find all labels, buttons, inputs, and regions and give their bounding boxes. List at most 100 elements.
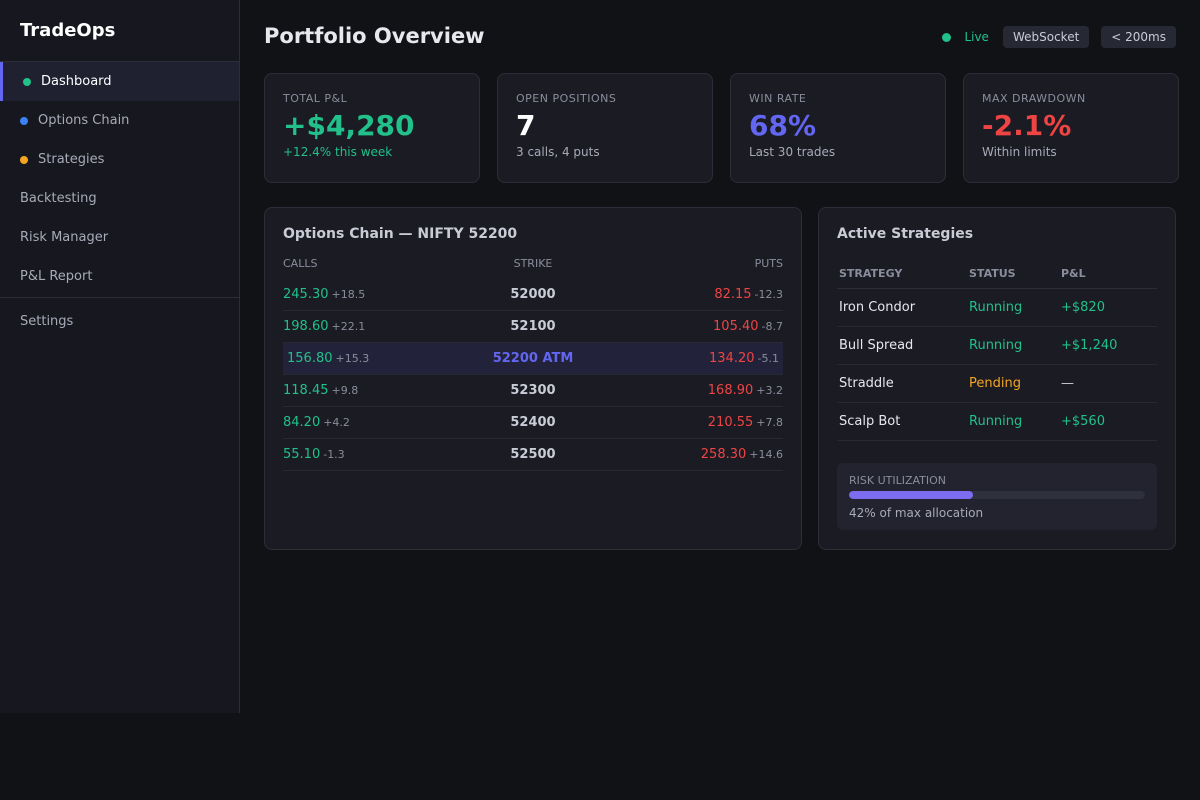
sidebar-item-dashboard[interactable]: Dashboard — [0, 62, 239, 101]
sidebar-item-pnl-report[interactable]: P&L Report — [0, 257, 239, 296]
put-change: +14.6 — [749, 448, 783, 461]
table-row[interactable]: Bull Spread Running +$1,240 — [837, 326, 1157, 365]
table-row[interactable]: Scalp Bot Running +$560 — [837, 402, 1157, 441]
strategy-name: Scalp Bot — [837, 402, 967, 441]
table-row[interactable]: 156.80 +15.3 52200 ATM 134.20 -5.1 — [283, 343, 783, 375]
connection-badge: WebSocket — [1002, 26, 1090, 48]
put-price: 105.40 — [713, 319, 759, 334]
stat-label: MAX DRAWDOWN — [982, 92, 1086, 105]
live-indicator: Live — [942, 30, 989, 44]
strategy-status: Running — [967, 288, 1059, 327]
sidebar-item-options-chain[interactable]: Options Chain — [0, 101, 239, 140]
put-change: -8.7 — [761, 320, 783, 333]
sidebar-item-label: Settings — [20, 314, 74, 329]
call-change: +15.3 — [335, 352, 370, 365]
put-price-cell: 134.20 -5.1 — [617, 351, 779, 366]
strike-price: 52400 — [510, 415, 556, 430]
panel-title: Active Strategies — [837, 226, 974, 242]
table-row[interactable]: 55.10 -1.3 52500 258.30 +14.6 — [283, 439, 783, 471]
call-price-cell: 84.20 +4.2 — [283, 415, 448, 430]
call-change: +22.1 — [331, 320, 366, 333]
call-price-cell: 198.60 +22.1 — [283, 319, 448, 334]
sidebar-divider — [0, 297, 239, 298]
strike-price: 52000 — [510, 287, 556, 302]
put-change: -5.1 — [757, 352, 779, 365]
stat-card-max-drawdown: MAX DRAWDOWN -2.1% Within limits — [963, 73, 1179, 183]
put-change: +3.2 — [756, 384, 783, 397]
stat-subtext: +12.4% this week — [283, 145, 393, 159]
sidebar-item-label: Backtesting — [20, 191, 97, 206]
strategies-rows: Iron Condor Running +$820 Bull Spread Runnin… — [837, 288, 1157, 441]
call-price-cell: 55.10 -1.3 — [283, 447, 448, 462]
table-row[interactable]: Iron Condor Running +$820 — [837, 288, 1157, 327]
stat-label: WIN RATE — [749, 92, 807, 105]
put-change: +7.8 — [756, 416, 783, 429]
risk-progress-fill — [849, 491, 974, 499]
table-header-row: STRATEGY STATUS P&L — [837, 257, 1157, 289]
live-dot-icon — [942, 32, 952, 42]
column-header-pnl: P&L — [1059, 257, 1157, 289]
strategy-name: Bull Spread — [837, 326, 967, 365]
call-price: 84.20 — [283, 415, 321, 430]
stat-label: OPEN POSITIONS — [516, 92, 617, 105]
stat-value: +$4,280 — [283, 109, 415, 142]
column-header-puts: PUTS — [754, 257, 783, 270]
put-price-cell: 105.40 -8.7 — [618, 319, 783, 334]
stat-value: 68% — [749, 109, 817, 142]
sidebar-item-backtesting[interactable]: Backtesting — [0, 179, 239, 218]
put-price-cell: 82.15 -12.3 — [618, 287, 783, 302]
sidebar-item-label: Risk Manager — [20, 230, 109, 245]
latency-badge: < 200ms — [1101, 26, 1176, 48]
stat-card-total-pnl: TOTAL P&L +$4,280 +12.4% this week — [264, 73, 480, 183]
call-change: +4.2 — [323, 416, 350, 429]
strategy-pnl: +$560 — [1059, 402, 1157, 441]
sidebar-item-settings[interactable]: Settings — [0, 302, 239, 341]
sidebar-nav: Dashboard Options Chain Strategies Backt… — [0, 62, 239, 296]
risk-label: RISK UTILIZATION — [849, 474, 947, 487]
sidebar-item-label: Strategies — [38, 152, 105, 167]
chain-rows: 245.30 +18.5 52000 82.15 -12.3 198.60 +22.1 521… — [283, 279, 783, 471]
stats-row: TOTAL P&L +$4,280 +12.4% this week OPEN … — [264, 73, 1179, 183]
stat-subtext: 3 calls, 4 puts — [516, 145, 600, 159]
call-price: 118.45 — [283, 383, 329, 398]
call-change: +9.8 — [331, 384, 359, 397]
panel-title: Options Chain — NIFTY 52200 — [283, 226, 518, 242]
column-header-strike: STRIKE — [513, 257, 553, 270]
strike-price: 52300 — [510, 383, 556, 398]
call-price: 55.10 — [283, 447, 321, 462]
live-label: Live — [964, 30, 989, 44]
put-price: 82.15 — [714, 287, 752, 302]
call-price-cell: 118.45 +9.8 — [283, 383, 448, 398]
status-dot-icon — [23, 77, 31, 86]
strategy-pnl: — — [1059, 364, 1157, 403]
sidebar-item-risk-manager[interactable]: Risk Manager — [0, 218, 239, 257]
stat-value: -2.1% — [982, 109, 1072, 142]
put-price-cell: 258.30 +14.6 — [618, 447, 783, 462]
strategy-pnl: +$1,240 — [1059, 326, 1157, 365]
call-price-cell: 245.30 +18.5 — [283, 287, 448, 302]
stat-card-open-positions: OPEN POSITIONS 7 3 calls, 4 puts — [497, 73, 713, 183]
strike-price: 52500 — [510, 447, 556, 462]
call-change: -1.3 — [323, 448, 345, 461]
app-logo: TradeOps — [0, 0, 239, 62]
column-header-calls: CALLS — [283, 257, 318, 270]
options-chain-panel: Options Chain — NIFTY 52200 CALLS STRIKE… — [264, 207, 802, 550]
sidebar-item-strategies[interactable]: Strategies — [0, 140, 239, 179]
stat-subtext: Last 30 trades — [749, 145, 836, 159]
risk-utilization-card: RISK UTILIZATION 42% of max allocation — [837, 463, 1157, 530]
table-row[interactable]: 118.45 +9.8 52300 168.90 +3.2 — [283, 375, 783, 407]
strike-price: 52100 — [510, 319, 556, 334]
strike-price: 52200 ATM — [492, 351, 574, 366]
status-dot-icon — [20, 116, 28, 125]
strategy-name: Iron Condor — [837, 288, 967, 327]
table-row[interactable]: 84.20 +4.2 52400 210.55 +7.8 — [283, 407, 783, 439]
table-row[interactable]: 245.30 +18.5 52000 82.15 -12.3 — [283, 279, 783, 311]
sidebar-item-label: Options Chain — [38, 113, 130, 128]
table-row[interactable]: 198.60 +22.1 52100 105.40 -8.7 — [283, 311, 783, 343]
stat-label: TOTAL P&L — [283, 92, 348, 105]
call-price: 156.80 — [287, 351, 333, 366]
risk-progress-track — [849, 491, 1145, 499]
table-row[interactable]: Straddle Pending — — [837, 364, 1157, 403]
column-header-status: STATUS — [967, 257, 1059, 289]
put-change: -12.3 — [754, 288, 783, 301]
